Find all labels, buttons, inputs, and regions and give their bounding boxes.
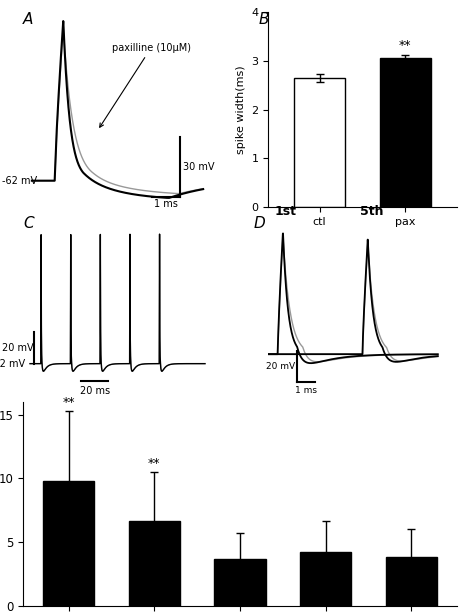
Text: **: ** (148, 457, 161, 470)
Text: -62 mV: -62 mV (2, 176, 38, 185)
Text: 20 mV: 20 mV (2, 343, 34, 353)
Text: D: D (253, 217, 265, 231)
Y-axis label: spike width(ms): spike width(ms) (236, 65, 246, 154)
Text: 30 mV: 30 mV (183, 162, 214, 171)
Bar (43, 481, 95, 606)
Text: paxilline (10μM): paxilline (10μM) (100, 42, 191, 127)
Text: A: A (23, 12, 34, 28)
Text: B: B (259, 12, 269, 28)
Text: 20 ms: 20 ms (80, 386, 110, 396)
Bar (300, 553, 351, 606)
Bar (129, 521, 180, 606)
Bar (385, 558, 437, 606)
Text: 1st: 1st (274, 204, 296, 218)
Text: 1 ms: 1 ms (295, 386, 317, 395)
Text: 1 ms: 1 ms (154, 199, 178, 209)
Bar (214, 559, 266, 606)
Bar (294, 78, 345, 207)
Text: 20 mV: 20 mV (266, 362, 295, 371)
Text: **: ** (62, 396, 75, 409)
Text: C: C (23, 217, 34, 231)
Bar (380, 59, 431, 207)
Text: 5th: 5th (360, 204, 384, 218)
Text: -62 mV: -62 mV (0, 359, 25, 368)
Text: **: ** (399, 39, 411, 52)
